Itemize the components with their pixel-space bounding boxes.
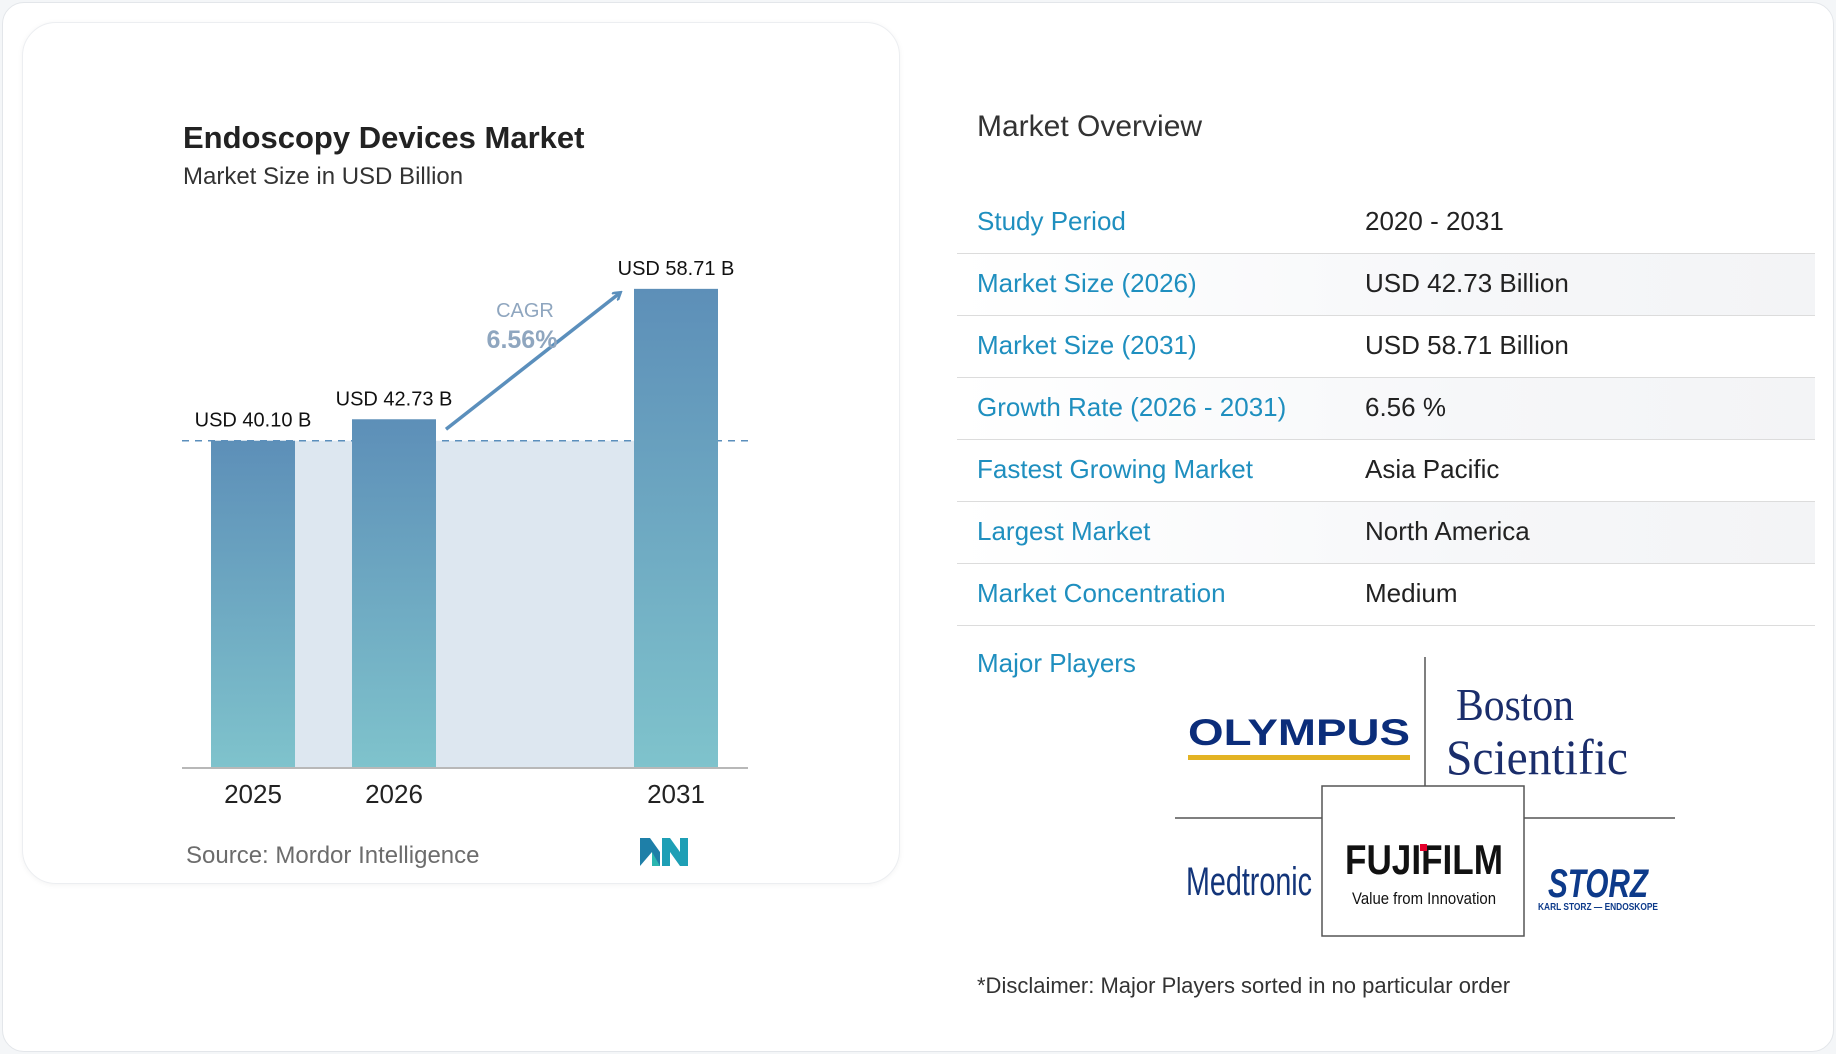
chart-subtitle: Market Size in USD Billion (183, 163, 464, 190)
overview-title: Market Overview (977, 110, 1203, 143)
overview-row-label: Study Period (977, 206, 1126, 236)
scientific-logo: Scientific (1446, 729, 1628, 785)
medtronic-logo: Medtronic (1186, 860, 1312, 904)
olympus-underline (1188, 755, 1410, 760)
overview-row: Market Concentration Medium (957, 564, 1815, 626)
bar-2026 (352, 419, 436, 768)
storz-logo: STORZ (1548, 862, 1649, 906)
overview-row-value: 6.56 % (1365, 392, 1446, 422)
cagr-label: CAGR (496, 300, 554, 322)
cagr-arrow (444, 293, 620, 431)
data-label: USD 40.10 B (195, 410, 312, 432)
overview-row: Fastest Growing Market Asia Pacific (957, 440, 1815, 502)
x-tick-label: 2031 (647, 779, 705, 809)
overview-row: Growth Rate (2026 - 2031) 6.56 % (957, 378, 1815, 440)
overview-row-label: Fastest Growing Market (977, 454, 1253, 484)
overview-row-value: Asia Pacific (1365, 454, 1500, 484)
overview-row-value: North America (1365, 516, 1530, 546)
x-tick-label: 2025 (224, 779, 282, 809)
cagr-value: 6.56% (487, 326, 558, 354)
storz-tagline: KARL STORZ — ENDOSKOPE (1538, 902, 1658, 913)
overview-row: Market Size (2031) USD 58.71 Billion (957, 316, 1815, 378)
x-tick-label: 2026 (365, 779, 423, 809)
fujifilm-accent (1420, 844, 1427, 851)
major-players-label: Major Players (977, 648, 1136, 678)
overview-row-label: Growth Rate (2026 - 2031) (977, 392, 1287, 422)
data-label: USD 58.71 B (618, 258, 735, 280)
fujifilm-tagline: Value from Innovation (1352, 889, 1496, 908)
overview-row-label: Market Size (2031) (977, 330, 1197, 360)
fujifilm-logo: FUJIFILM (1345, 836, 1503, 883)
overview-row: Market Size (2026) USD 42.73 Billion (957, 254, 1815, 316)
major-players-logos: OLYMPUS Boston Scientific Medtronic FUJI… (1175, 657, 1675, 937)
bar-2025 (211, 440, 295, 768)
mordor-intelligence-logo (640, 838, 688, 866)
reference-band (211, 440, 718, 768)
overview-row-value: 2020 - 2031 (1365, 206, 1504, 236)
boston-logo: Boston (1456, 679, 1574, 730)
data-label: USD 42.73 B (336, 388, 453, 410)
chart-title: Endoscopy Devices Market (183, 120, 585, 155)
overview-row-label: Largest Market (977, 516, 1151, 546)
source-text: Source: Mordor Intelligence (186, 842, 480, 869)
overview-row-value: USD 42.73 Billion (1365, 268, 1569, 298)
overview-row: Largest Market North America (957, 502, 1815, 564)
olympus-logo: OLYMPUS (1188, 712, 1410, 753)
overview-row-label: Market Concentration (977, 578, 1226, 608)
overview-row-value: Medium (1365, 578, 1458, 608)
overview-table: Study Period 2020 - 2031 Market Size (2026… (957, 192, 1815, 626)
overview-row-value: USD 58.71 Billion (1365, 330, 1569, 360)
bar-chart: USD 40.10 B 2025 USD 42.73 B 2026 USD 58.71 … (182, 258, 752, 809)
disclaimer: *Disclaimer: Major Players sorted in no … (977, 973, 1511, 998)
logo-grid-box (1321, 785, 1525, 937)
bar-2031 (634, 288, 718, 768)
overview-row-label: Market Size (2026) (977, 268, 1197, 298)
overview-row: Study Period 2020 - 2031 (957, 192, 1815, 254)
